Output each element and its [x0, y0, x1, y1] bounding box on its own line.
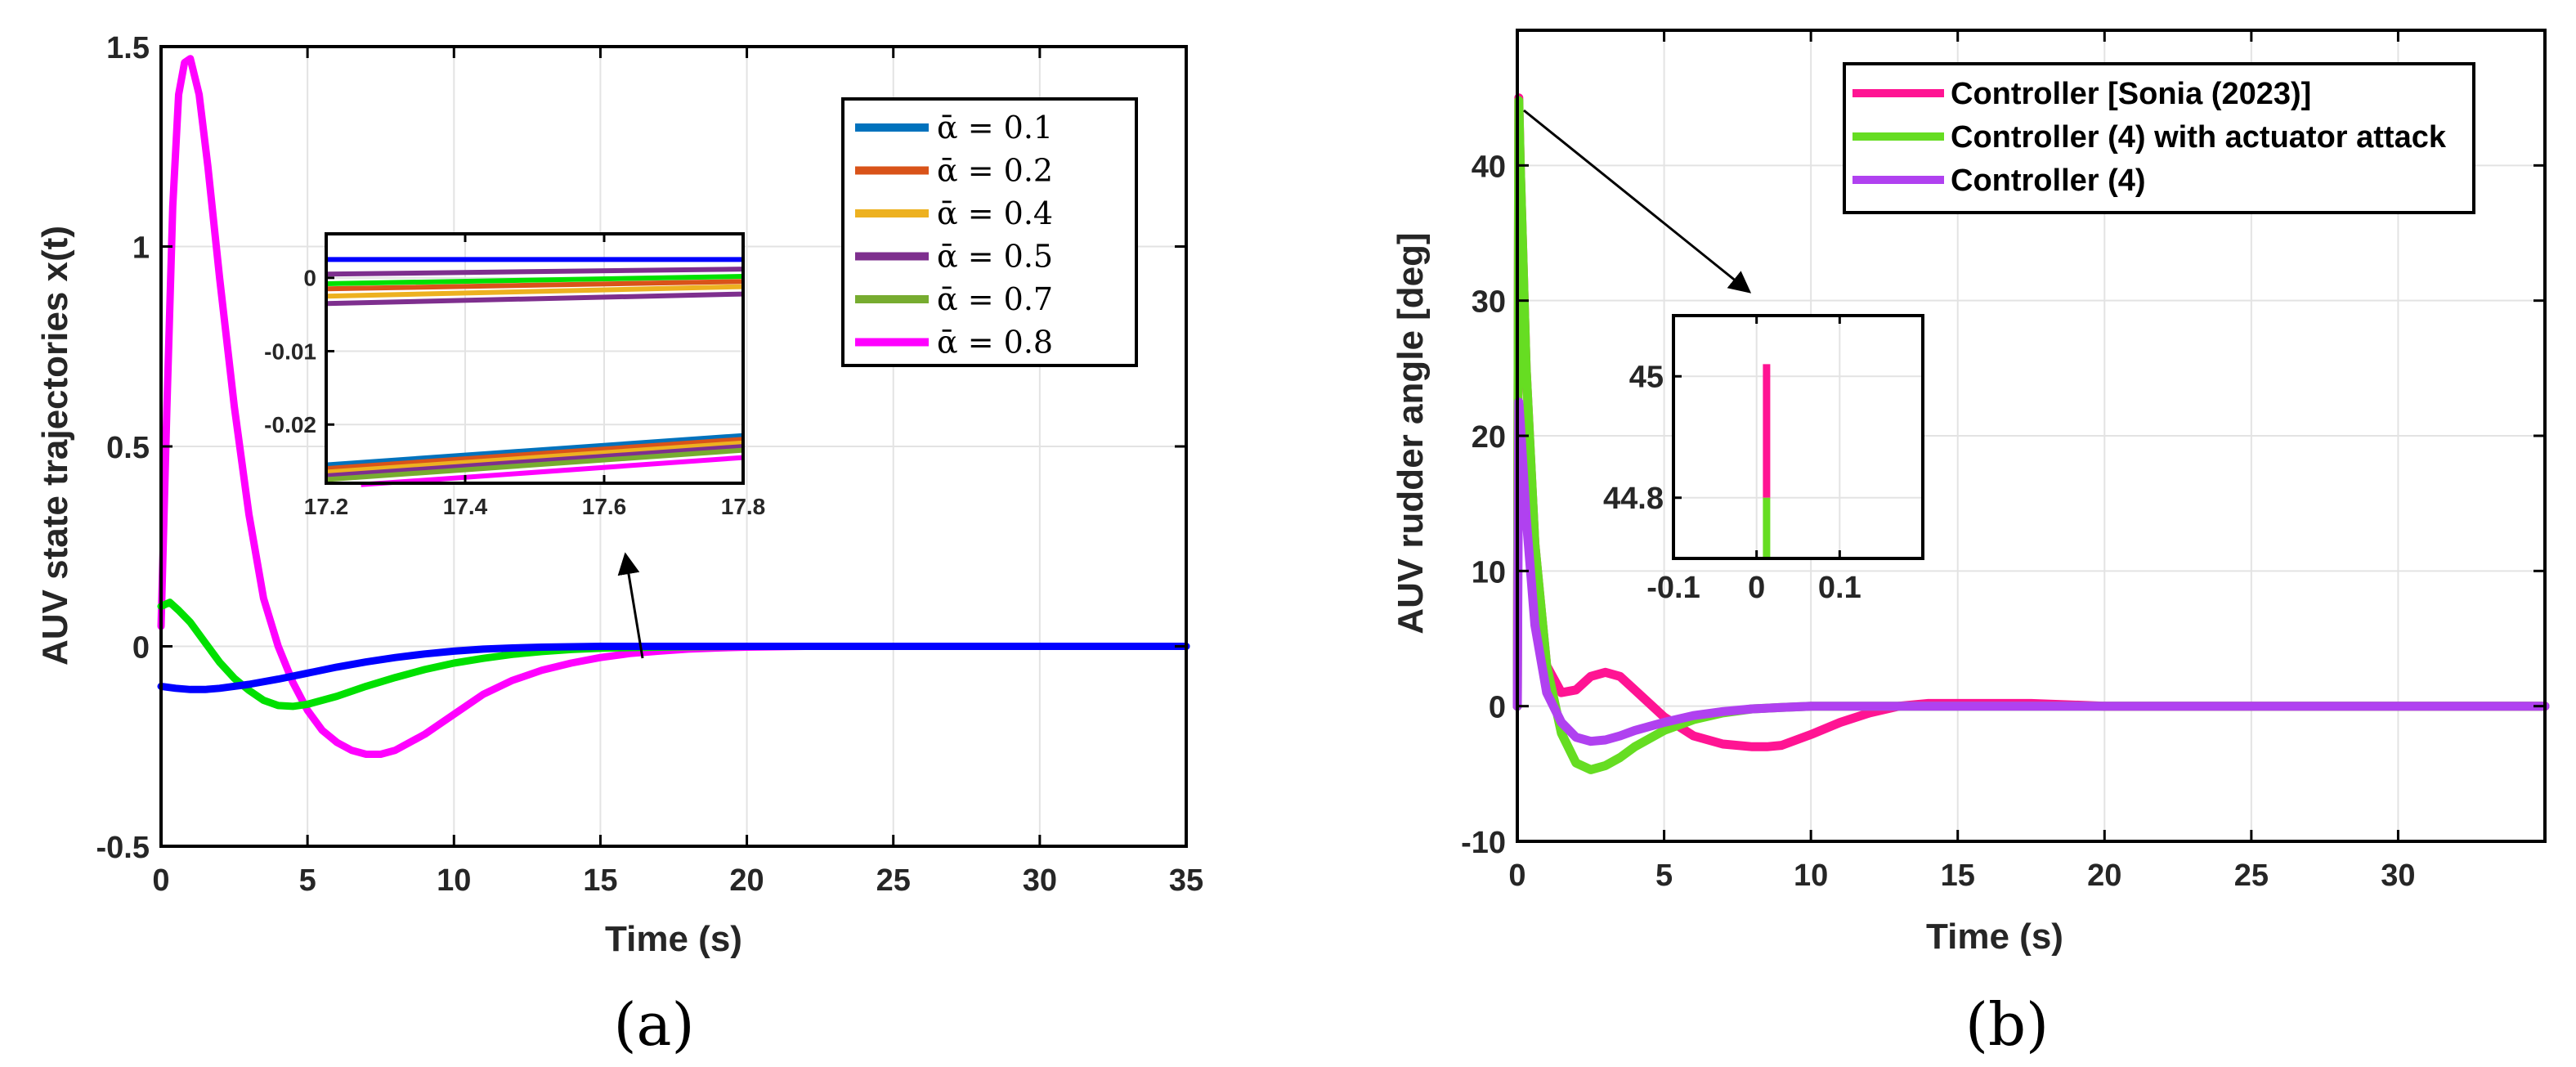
panel-b-xlabel: Time (s): [1926, 917, 2063, 957]
panel-a-inset-ticks: 17.2 17.4 17.6 17.8 0 -0.01 -0.02: [264, 234, 765, 519]
panel-b-inset-ticks: -0.1 0 0.1 45 44.8: [1603, 316, 1861, 605]
y-tick-label: 0: [132, 631, 150, 666]
inset-x-tick-label: 17.8: [721, 494, 766, 519]
inset-series-line: [325, 267, 744, 277]
x-tick-label: 30: [1023, 863, 1057, 898]
inset-y-tick-label: 44.8: [1603, 482, 1664, 516]
inset-y-tick-label: 0: [303, 266, 316, 291]
panel-a-arrow: [617, 552, 644, 659]
panel-a-inset-box: [325, 232, 745, 485]
inset-x-tick-label: 0: [1748, 571, 1765, 605]
panel-b-inset-box: [1672, 314, 1924, 560]
inset-series-line: [325, 447, 744, 482]
inset-x-tick-label: 17.6: [582, 494, 627, 519]
legend-label: ᾱ = 0.5: [937, 239, 1053, 275]
panel-a-ylabel: AUV state trajectories x(t): [35, 226, 75, 666]
x-tick-label: 25: [2234, 859, 2269, 893]
panel-a-series: [157, 55, 1190, 758]
legend-label: ᾱ = 0.2: [937, 153, 1053, 189]
y-tick-label: 30: [1472, 285, 1506, 320]
x-tick-label: 10: [1794, 859, 1828, 893]
panel-a-ticks: 0 5 10 15 20 25 30 35-0.500.511.5: [96, 31, 1204, 898]
legend-label: ᾱ = 0.1: [937, 110, 1053, 146]
panel-a-xlabel: Time (s): [605, 919, 742, 959]
inset-series-line: [361, 455, 744, 487]
y-tick-label: 0: [1489, 691, 1506, 725]
panel-b-arrow: [1523, 109, 1752, 294]
inset-series-line: [325, 444, 744, 478]
series-line-controller-4-: [1512, 397, 2550, 746]
panel-b-legend-box: [1843, 62, 2475, 214]
panel-a-chart: 0 5 10 15 20 25 30 35-0.500.511.5 Time (s) AUV …: [35, 31, 1203, 1059]
series-line-state-blue: [157, 643, 1190, 693]
panel-a-legend-box: [841, 97, 1138, 367]
inset-x-tick-label: -0.1: [1646, 571, 1700, 605]
y-tick-label: 1: [132, 231, 150, 266]
y-tick-label: 0.5: [106, 431, 150, 465]
x-tick-label: 30: [2381, 859, 2415, 893]
panel-b-inset-plot-area: [1673, 316, 1923, 558]
legend-label: Controller [Sonia (2023)]: [1951, 77, 2311, 111]
panel-a-label: (a): [613, 990, 694, 1059]
panel-b-ylabel: AUV rudder angle [deg]: [1391, 232, 1431, 634]
panel-b-label: (b): [1965, 990, 2049, 1059]
inset-series-line: [325, 274, 744, 286]
x-tick-label: 0: [152, 863, 169, 898]
x-tick-label: 15: [1941, 859, 1975, 893]
panel-b-inset: -0.1 0 0.1 45 44.8: [1603, 314, 1924, 605]
inset-x-tick-label: 0.1: [1818, 571, 1861, 605]
inset-series-line: [325, 279, 744, 292]
y-tick-label: 20: [1472, 420, 1506, 455]
x-tick-label: 5: [1655, 859, 1673, 893]
inset-y-tick-label: 45: [1629, 361, 1664, 395]
legend-label: ᾱ = 0.4: [937, 195, 1053, 231]
x-tick-label: 10: [437, 863, 471, 898]
legend-label: Controller (4): [1951, 164, 2146, 198]
inset-series-line: [325, 291, 744, 307]
x-tick-label: 5: [299, 863, 316, 898]
inset-series-line: [325, 433, 744, 468]
panel-a-inset: 17.2 17.4 17.6 17.8 0 -0.01 -0.02: [264, 232, 765, 519]
inset-x-tick-label: 17.2: [304, 494, 349, 519]
legend-label: ᾱ = 0.7: [937, 281, 1053, 317]
legend-label: ᾱ = 0.8: [937, 325, 1053, 361]
inset-series-line: [325, 440, 744, 475]
inset-y-tick-label: -0.01: [264, 338, 316, 364]
y-tick-label: 1.5: [106, 31, 150, 65]
inset-y-tick-label: -0.02: [264, 412, 316, 437]
panel-a-inset-series: [325, 257, 744, 487]
x-tick-label: 25: [876, 863, 911, 898]
x-tick-label: 15: [583, 863, 617, 898]
inset-series-line: [325, 284, 744, 299]
y-tick-label: -10: [1461, 826, 1506, 860]
x-tick-label: 20: [729, 863, 764, 898]
x-tick-label: 0: [1508, 859, 1525, 893]
x-tick-label: 20: [2087, 859, 2121, 893]
legend-label: Controller (4) with actuator attack: [1951, 120, 2447, 155]
y-tick-label: -0.5: [96, 831, 150, 865]
panel-b-series: [1512, 93, 2550, 774]
y-tick-label: 40: [1472, 150, 1506, 184]
y-tick-label: 10: [1472, 555, 1506, 590]
inset-series-line: [325, 437, 744, 472]
inset-x-tick-label: 17.4: [443, 494, 488, 519]
x-tick-label: 35: [1169, 863, 1203, 898]
panel-a-legend: ᾱ = 0.1 ᾱ = 0.2 ᾱ = 0.4 ᾱ = 0.5 ᾱ = 0.7 ᾱ = 0…: [841, 97, 1138, 367]
panel-b-legend: Controller [Sonia (2023)] Controller (4) …: [1843, 62, 2475, 214]
